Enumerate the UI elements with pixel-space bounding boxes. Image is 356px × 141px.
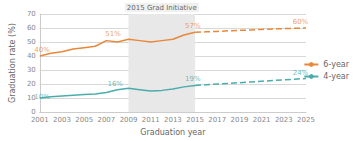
svg-text:2025: 2025 [297, 116, 315, 124]
svg-text:2019: 2019 [231, 116, 249, 124]
svg-text:2011: 2011 [142, 116, 160, 124]
svg-text:2013: 2013 [164, 116, 182, 124]
svg-text:40: 40 [26, 52, 36, 60]
svg-text:Graduation year: Graduation year [140, 128, 206, 137]
svg-text:20: 20 [27, 80, 36, 88]
svg-text:2003: 2003 [53, 116, 71, 124]
svg-text:50: 50 [26, 38, 36, 46]
svg-text:16%: 16% [107, 80, 123, 88]
svg-text:0: 0 [31, 108, 36, 117]
svg-text:2021: 2021 [253, 116, 271, 124]
svg-text:2015 Grad Initiative: 2015 Grad Initiative [127, 4, 197, 12]
svg-text:2023: 2023 [275, 116, 293, 124]
svg-text:2017: 2017 [208, 116, 226, 124]
svg-text:40%: 40% [34, 46, 50, 54]
svg-text:6-year: 6-year [323, 60, 349, 69]
svg-text:30: 30 [27, 66, 36, 74]
svg-text:2005: 2005 [75, 116, 93, 124]
svg-text:2007: 2007 [97, 116, 115, 124]
svg-text:60%: 60% [293, 18, 309, 26]
svg-text:10: 10 [26, 94, 36, 103]
svg-text:24%: 24% [293, 69, 309, 77]
svg-text:2001: 2001 [31, 116, 49, 124]
svg-text:2009: 2009 [120, 116, 138, 124]
svg-text:60: 60 [27, 24, 36, 32]
svg-text:10%: 10% [34, 93, 50, 101]
svg-text:4-year: 4-year [323, 72, 349, 81]
svg-text:57%: 57% [185, 22, 201, 30]
svg-text:51%: 51% [105, 30, 121, 38]
svg-text:2015: 2015 [186, 116, 204, 124]
svg-text:70: 70 [27, 10, 36, 18]
svg-text:19%: 19% [185, 75, 201, 83]
svg-text:Graduation rate (%): Graduation rate (%) [8, 23, 17, 103]
